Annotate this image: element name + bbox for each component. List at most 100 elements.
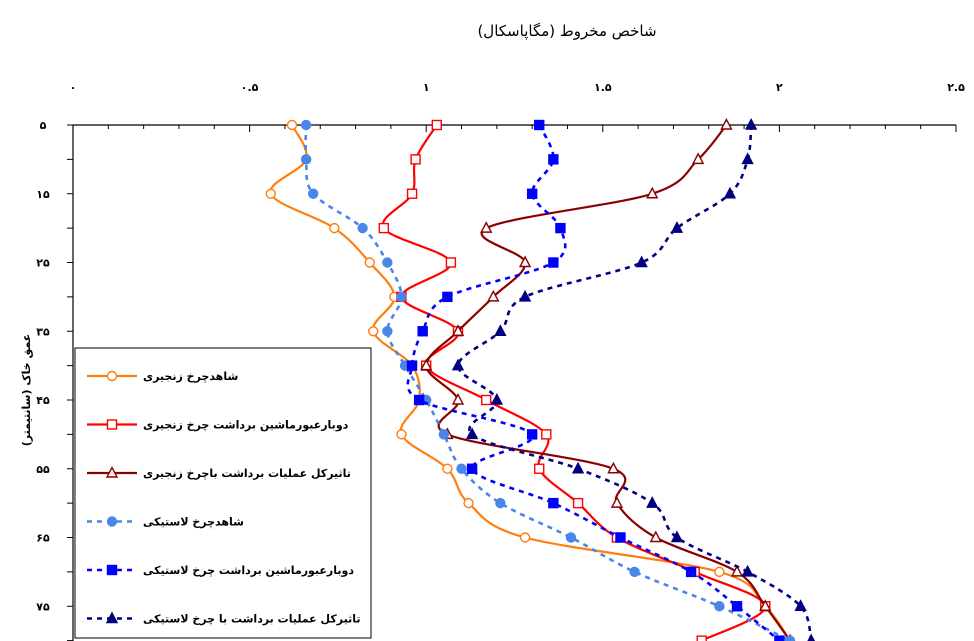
data-point — [572, 497, 584, 509]
data-point — [396, 429, 407, 440]
x-tick-label: ۲ — [776, 81, 783, 94]
data-point — [720, 117, 733, 130]
data-point — [378, 222, 390, 234]
data-point — [300, 154, 312, 165]
y-tick-label: ۵۵ — [36, 463, 50, 476]
data-point — [487, 289, 500, 302]
legend-label: دوبارعبورماشین برداشت چرخ لاستیکی — [143, 564, 354, 577]
data-point — [692, 152, 705, 165]
data-point — [382, 257, 393, 268]
legend-swatch-marker — [105, 465, 119, 478]
data-point — [670, 530, 684, 543]
data-point — [555, 222, 566, 234]
data-point — [451, 358, 465, 371]
data-point — [723, 186, 737, 199]
legend-item: تاثیرکل عملیات برداشت با چرخ لاستیکی — [87, 611, 360, 626]
series-5 — [406, 119, 785, 641]
legend: شاهدچرخ زنجیری دوبارعبورماشین برداشت چرخ … — [74, 347, 372, 639]
chart-title: شاخص مخروط (مگاپاسکال) — [477, 22, 656, 41]
data-point — [759, 599, 772, 611]
x-tick-label: ۱.۵ — [594, 81, 612, 94]
data-point — [451, 324, 465, 336]
data-point — [784, 635, 796, 641]
legend-item: تاثیرکل عملیات برداشت باچرخ زنجیری — [87, 465, 351, 480]
legend-swatch-marker — [106, 516, 118, 527]
y-tick-label: ۴۵ — [36, 394, 50, 407]
data-point — [265, 188, 276, 199]
data-point — [518, 255, 532, 268]
data-point — [438, 429, 450, 440]
data-point — [442, 463, 453, 474]
data-point — [744, 117, 758, 130]
legend-swatch-marker — [106, 370, 118, 382]
data-point — [329, 222, 340, 234]
legend-swatch-marker — [106, 564, 118, 576]
data-point — [466, 463, 478, 474]
data-point — [480, 221, 493, 233]
data-point — [307, 188, 319, 199]
data-point — [610, 496, 624, 508]
y-tick-label: ۵ — [40, 119, 47, 132]
data-point — [548, 154, 559, 165]
series-line — [456, 124, 813, 641]
data-point — [286, 119, 298, 131]
data-point — [481, 394, 492, 406]
data-point — [526, 188, 538, 199]
data-point — [495, 497, 506, 509]
legend-swatch-marker — [106, 419, 118, 430]
data-point — [451, 392, 465, 405]
data-point — [442, 291, 453, 303]
data-point — [534, 463, 545, 474]
data-point — [456, 463, 467, 474]
data-point — [420, 358, 433, 371]
data-point — [463, 497, 474, 509]
data-point — [494, 324, 507, 336]
y-axis-label: عمق خاک (سانتیمتر) — [20, 334, 33, 447]
data-point — [368, 326, 379, 337]
series-line — [381, 124, 767, 641]
y-tick-label: ۶۵ — [36, 532, 50, 545]
plot-area: ۰ ۰.۵ ۱ ۱.۵ ۲ ۲.۵ ۵ ۱۵ ۲۵ ۳۵ ۴۵ ۵۵ ۶۵ ۷۵ — [36, 81, 965, 641]
data-point — [730, 564, 744, 577]
data-point — [696, 635, 707, 641]
x-tick-label: ۱ — [423, 81, 430, 94]
data-point — [465, 427, 479, 440]
data-point — [635, 255, 648, 268]
legend-item: شاهدچرخ زنجیری — [87, 370, 238, 383]
data-point — [615, 532, 626, 543]
series-line — [425, 124, 791, 641]
data-point — [382, 326, 393, 337]
data-point — [565, 532, 577, 543]
x-tick-label: ۰.۵ — [241, 81, 259, 94]
data-point — [364, 257, 375, 268]
legend-swatch-marker — [105, 611, 119, 624]
legend-label: تاثیرکل عملیات برداشت باچرخ زنجیری — [143, 467, 351, 480]
data-point — [741, 152, 754, 165]
data-point — [741, 564, 754, 577]
data-point — [607, 461, 620, 474]
series-4 — [300, 119, 796, 641]
legend-label: دوبارعبورماشین برداشت چرخ زنجیری — [143, 419, 349, 432]
data-point — [548, 497, 559, 509]
data-point — [571, 461, 585, 474]
data-point — [714, 566, 725, 578]
series-3 — [420, 117, 794, 641]
data-point — [646, 496, 659, 508]
series-line — [304, 124, 791, 641]
legend-label: تاثیرکل عملیات برداشت با چرخ لاستیکی — [143, 613, 360, 626]
data-point — [731, 601, 743, 612]
data-point — [649, 530, 662, 543]
data-point — [518, 289, 532, 302]
data-point — [670, 221, 684, 233]
legend-item: دوبارعبورماشین برداشت چرخ لاستیکی — [87, 564, 354, 577]
data-point — [431, 119, 442, 131]
data-point — [526, 429, 538, 440]
legend-label: شاهدچرخ زنجیری — [143, 370, 238, 383]
data-point — [541, 429, 552, 440]
data-point — [357, 222, 368, 234]
data-point — [685, 566, 697, 578]
series-line — [406, 124, 781, 641]
data-point — [406, 188, 418, 199]
data-point — [714, 601, 725, 612]
data-point — [417, 326, 428, 337]
